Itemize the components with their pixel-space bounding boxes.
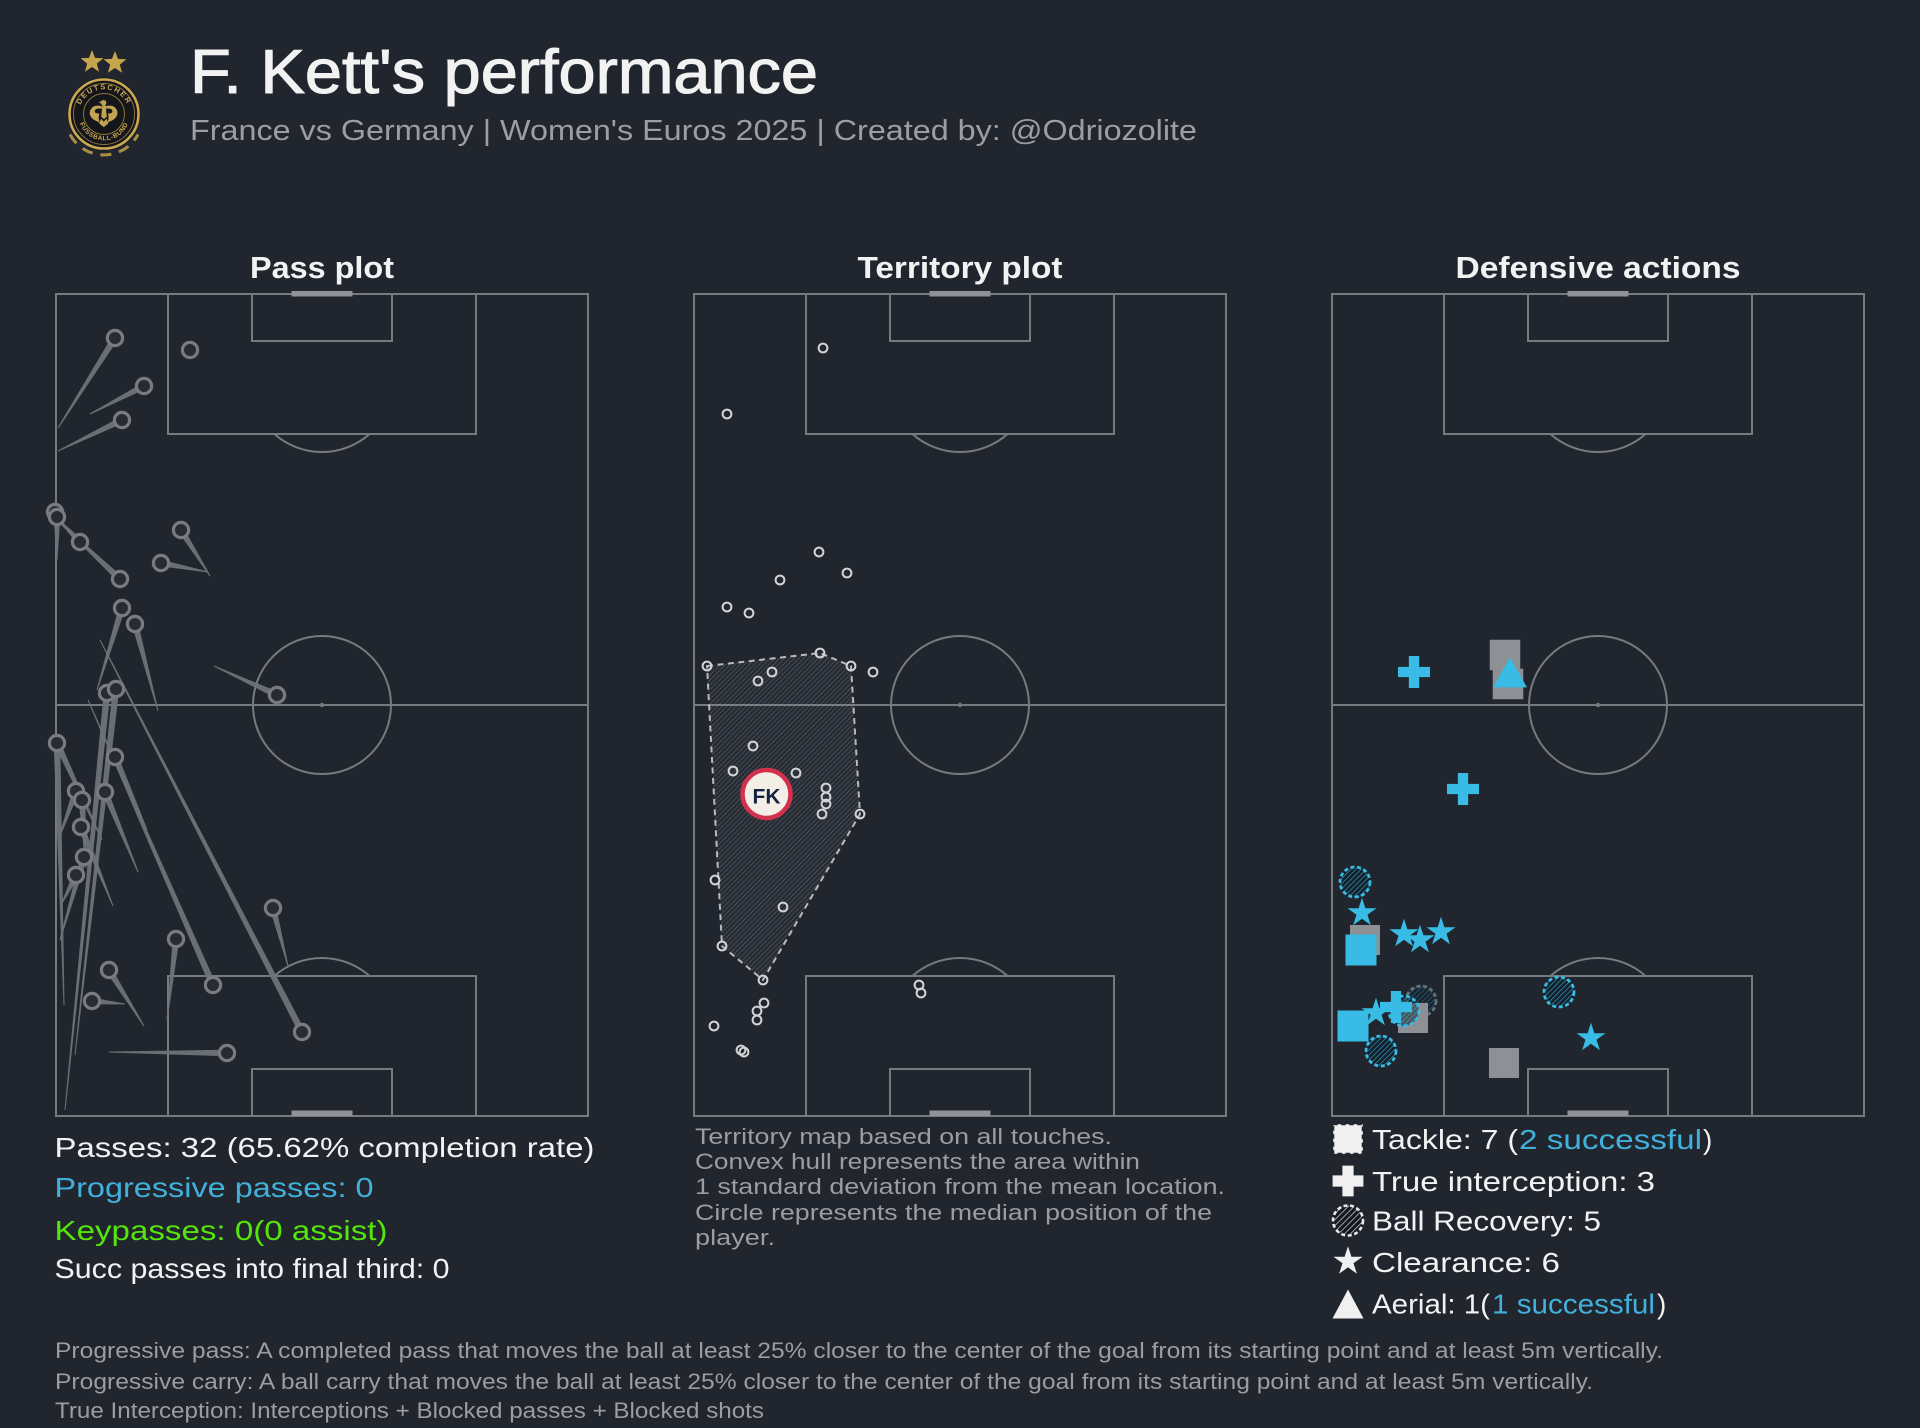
svg-text:Clearance: 6: Clearance: 6 — [1372, 1247, 1560, 1278]
svg-text:Pass plot: Pass plot — [250, 250, 394, 285]
svg-text:Circle represents the median p: Circle represents the median position of… — [695, 1200, 1212, 1225]
svg-text:Progressive carry: A ball carr: Progressive carry: A ball carry that mov… — [55, 1369, 1593, 1394]
svg-text:Passes: 32 (65.62% completion: Passes: 32 (65.62% completion rate) — [55, 1132, 595, 1163]
svg-text:player.: player. — [695, 1225, 775, 1250]
svg-text:Aerial: 1(: Aerial: 1( — [1372, 1289, 1491, 1320]
svg-text:Convex hull represents the are: Convex hull represents the area within — [695, 1149, 1140, 1174]
svg-text:France vs Germany | Women's Eu: France vs Germany | Women's Euros 2025 |… — [190, 115, 1197, 147]
svg-text:Defensive actions: Defensive actions — [1456, 250, 1741, 285]
svg-text:Territory map based on all tou: Territory map based on all touches. — [695, 1124, 1112, 1149]
svg-text:True interception: 3: True interception: 3 — [1372, 1166, 1655, 1197]
svg-text:Territory plot: Territory plot — [858, 250, 1063, 285]
svg-text:1 standard deviation from the: 1 standard deviation from the mean locat… — [695, 1174, 1225, 1199]
svg-text:True Interception: Interceptio: True Interception: Interceptions + Block… — [55, 1398, 764, 1423]
svg-text:Progressive pass: A completed: Progressive pass: A completed pass that … — [55, 1338, 1663, 1363]
svg-text:Tackle: 7 (: Tackle: 7 ( — [1372, 1124, 1519, 1155]
svg-text:Succ passes into final third:: Succ passes into final third: 0 — [55, 1253, 450, 1284]
svg-text:): ) — [1657, 1289, 1666, 1320]
svg-text:Keypasses: 0(0 assist): Keypasses: 0(0 assist) — [55, 1215, 388, 1246]
svg-text:1 successful: 1 successful — [1492, 1289, 1655, 1320]
svg-text:FK: FK — [753, 786, 781, 809]
svg-text:): ) — [1703, 1124, 1712, 1155]
svg-text:F. Kett's performance: F. Kett's performance — [190, 38, 818, 107]
svg-text:Ball Recovery: 5: Ball Recovery: 5 — [1372, 1206, 1601, 1237]
svg-text:Progressive passes: 0: Progressive passes: 0 — [55, 1172, 374, 1203]
svg-text:2 successful: 2 successful — [1519, 1124, 1702, 1155]
